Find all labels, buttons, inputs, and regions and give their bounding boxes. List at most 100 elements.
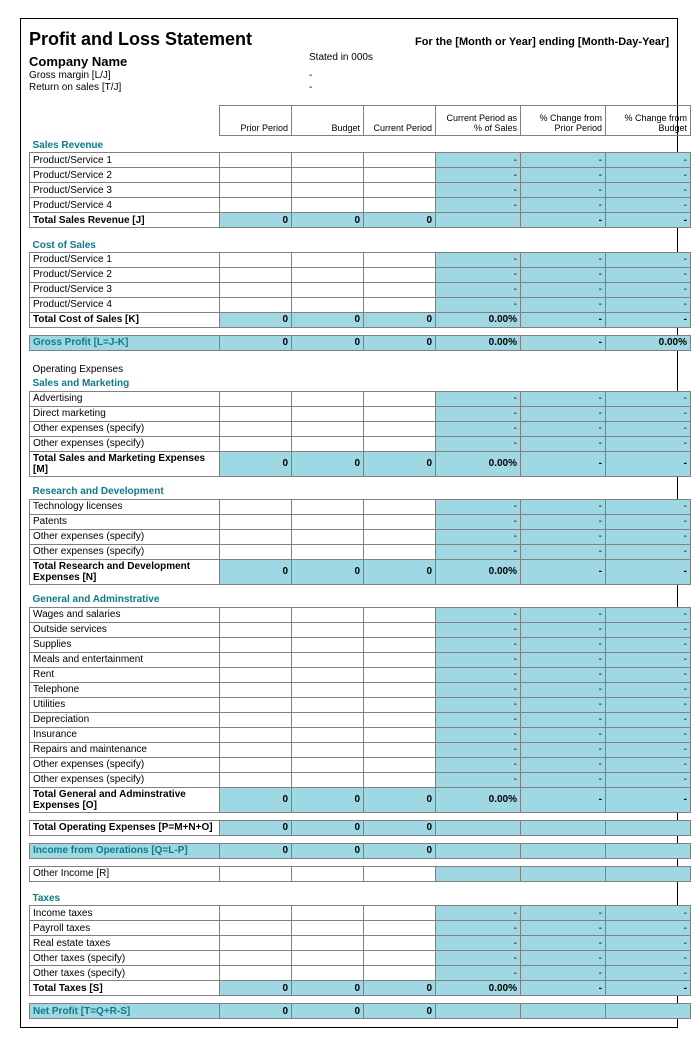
cell-chg-prior: - [521,499,606,514]
cell-budget [292,282,364,297]
cell-chg-prior: - [521,252,606,267]
total-opex-label: Total Operating Expenses [P=M+N+O] [30,820,220,835]
cell-prior [220,772,292,787]
line-item-label: Wages and salaries [30,607,220,622]
cell-budget [292,727,364,742]
line-item-label: Insurance [30,727,220,742]
cell-budget [292,391,364,406]
hl-pct-sales [436,1004,521,1019]
section-taxes: Taxes [30,889,691,906]
cell-budget [292,514,364,529]
stated-in: Stated in 000s [309,52,373,69]
cell-prior [220,499,292,514]
cell-pct-sales: - [436,183,521,198]
other-income-label: Other Income [R] [30,866,220,881]
hl-budget: 0 [292,1004,364,1019]
cell-prior [220,727,292,742]
cell-budget [292,198,364,213]
cell-chg-budget: - [606,391,691,406]
cell-chg-budget: - [606,906,691,921]
cell-chg-prior: - [521,153,606,168]
cell-current [364,652,436,667]
total-label: Total Cost of Sales [K] [30,312,220,327]
cell-current [364,544,436,559]
company-row: Company Name Stated in 000s [29,52,669,69]
cell-budget [292,297,364,312]
cell-current [364,406,436,421]
gross-margin-row: Gross margin [L/J] - [29,70,669,81]
cell-chg-budget: - [606,198,691,213]
hl-chg-budget [606,1004,691,1019]
cell-budget [292,742,364,757]
cell-budget [292,966,364,981]
line-item-label: Payroll taxes [30,921,220,936]
cell-budget [292,267,364,282]
cell-budget [292,682,364,697]
cell-current [364,772,436,787]
cell-budget [292,667,364,682]
cell-chg-budget: - [606,697,691,712]
cell-chg-prior: - [521,697,606,712]
hl-chg-prior [521,843,606,858]
cell-prior [220,622,292,637]
total-pct-sales [436,213,521,228]
cell-prior [220,153,292,168]
total-chg-prior: - [521,451,606,476]
total-chg-budget: - [606,312,691,327]
total-prior: 0 [220,981,292,996]
cell-chg-budget: - [606,966,691,981]
cell-pct-sales: - [436,391,521,406]
cell-chg-budget: - [606,421,691,436]
cell-prior [220,712,292,727]
gross-margin-label: Gross margin [L/J] [29,70,309,81]
cell-prior [220,936,292,951]
return-on-sales-label: Return on sales [T/J] [29,82,309,93]
cell-current [364,421,436,436]
cell-pct-sales: - [436,682,521,697]
cell-prior [220,406,292,421]
return-on-sales-value: - [309,82,312,93]
total-pct-sales: 0.00% [436,981,521,996]
cell-current [364,514,436,529]
line-item-label: Product/Service 1 [30,153,220,168]
cell-budget [292,529,364,544]
cell-pct-sales: - [436,652,521,667]
total-chg-prior: - [521,559,606,584]
cell-prior [220,544,292,559]
section-general-admin: General and Adminstrative [30,592,691,607]
line-item-label: Product/Service 4 [30,198,220,213]
cell-pct-sales: - [436,544,521,559]
cell-chg-budget: - [606,168,691,183]
cell-prior [220,697,292,712]
total-prior: 0 [220,213,292,228]
cell-chg-prior: - [521,712,606,727]
cell-chg-prior: - [521,637,606,652]
cell-current [364,921,436,936]
cell-chg-prior: - [521,267,606,282]
total-budget: 0 [292,559,364,584]
line-item-label: Utilities [30,697,220,712]
cell-current [364,529,436,544]
section-research-development: Research and Development [30,484,691,499]
cell-chg-budget: - [606,499,691,514]
cell-chg-budget: - [606,667,691,682]
cell-pct-sales: - [436,514,521,529]
operating-expenses-header: Operating Expenses [30,358,691,376]
cell-budget [292,153,364,168]
cell-chg-prior: - [521,951,606,966]
income-from-operations-row: Income from Operations [Q=L-P] [30,843,220,858]
total-current: 0 [364,559,436,584]
section-sales-revenue: Sales Revenue [30,136,691,153]
line-item-label: Repairs and maintenance [30,742,220,757]
total-prior: 0 [220,312,292,327]
hl-current: 0 [364,843,436,858]
cell-prior [220,297,292,312]
cell-chg-budget: - [606,742,691,757]
cell-prior [220,183,292,198]
cell-current [364,607,436,622]
line-item-label: Advertising [30,391,220,406]
cell-pct-sales: - [436,966,521,981]
cell-current [364,391,436,406]
cell-pct-sales: - [436,267,521,282]
total-chg-budget: - [606,213,691,228]
